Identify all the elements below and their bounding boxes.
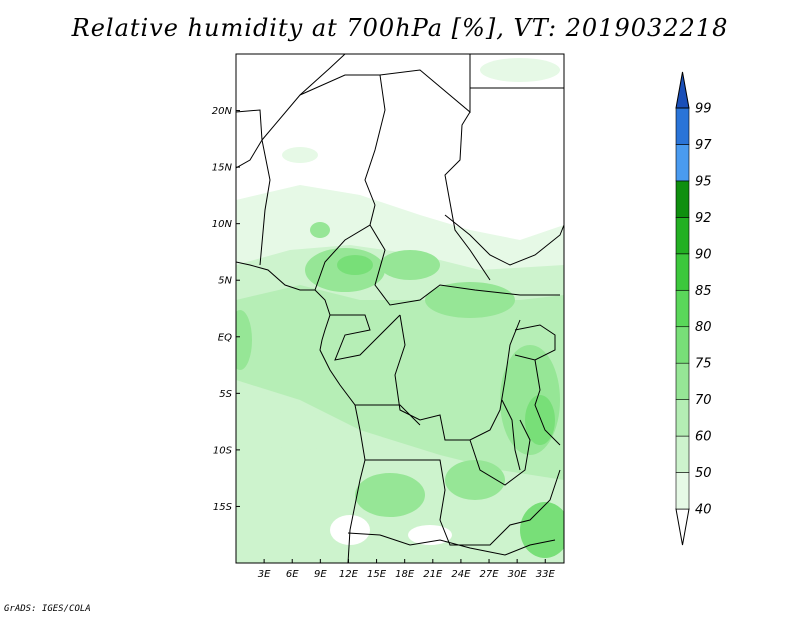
lon-tick-label: 21E (423, 569, 443, 580)
colorbar: 40 50 60 70 75 80 85 90 92 95 97 99 (675, 71, 712, 546)
colorbar-segment (675, 180, 690, 218)
country-borders (236, 54, 564, 563)
colorbar-segment (675, 217, 690, 255)
colorbar-arrow-high (675, 71, 690, 109)
lat-tick-label: EQ (218, 332, 232, 343)
colorbar-level-label: 60 (695, 430, 712, 445)
map-frame (235, 53, 565, 564)
lat-tick-label: 5S (219, 389, 232, 400)
lat-tick-label: 10S (213, 445, 233, 456)
lat-tick-label: 5N (218, 276, 232, 287)
colorbar-level-label: 99 (695, 102, 712, 117)
colorbar-segment (675, 289, 690, 328)
colorbar-segment (675, 472, 690, 510)
lon-tick-label: 27E (480, 569, 500, 580)
colorbar-level-label: 97 (695, 138, 712, 153)
lon-tick-label: 12E (339, 569, 359, 580)
colorbar-level-label: 70 (695, 393, 712, 408)
colorbar-level-label: 95 (695, 174, 712, 189)
colorbar-level-label: 50 (695, 466, 712, 481)
colorbar-segment (675, 144, 690, 182)
colorbar-level-label: 85 (695, 284, 712, 299)
colorbar-arrow-low (675, 508, 690, 546)
colorbar-segment (675, 326, 690, 364)
lon-tick-label: 18E (395, 569, 415, 580)
lat-tick-label: 10N (212, 219, 233, 230)
lon-tick-label: 6E (286, 569, 299, 580)
longitude-axis: 3E 6E 9E 12E 15E 18E 21E 24E 27E 30E 33E (258, 559, 556, 580)
lon-tick-label: 3E (258, 569, 271, 580)
colorbar-segment (675, 107, 690, 145)
colorbar-segment (675, 399, 690, 437)
colorbar-level-label: 92 (695, 211, 712, 226)
lon-tick-label: 24E (451, 569, 471, 580)
lon-tick-label: 15E (367, 569, 387, 580)
map-title: Relative humidity at 700hPa [%], VT: 201… (71, 14, 729, 42)
latitude-axis: 20N 15N 10N 5N EQ 5S 10S 15S (212, 106, 240, 513)
lat-tick-label: 15S (213, 502, 233, 513)
grads-credit: GrADS: IGES/COLA (4, 604, 91, 614)
colorbar-level-label: 90 (695, 247, 712, 262)
humidity-field (236, 54, 564, 563)
colorbar-segment (675, 362, 690, 400)
lon-tick-label: 33E (536, 569, 556, 580)
colorbar-segment (675, 253, 690, 291)
lon-tick-label: 30E (508, 569, 528, 580)
lat-tick-label: 20N (212, 106, 233, 117)
lon-tick-label: 9E (314, 569, 327, 580)
colorbar-segment (675, 435, 690, 473)
colorbar-level-label: 80 (695, 320, 712, 335)
colorbar-level-label: 75 (695, 357, 712, 372)
colorbar-level-label: 40 (695, 503, 712, 518)
lat-tick-label: 15N (212, 163, 233, 174)
